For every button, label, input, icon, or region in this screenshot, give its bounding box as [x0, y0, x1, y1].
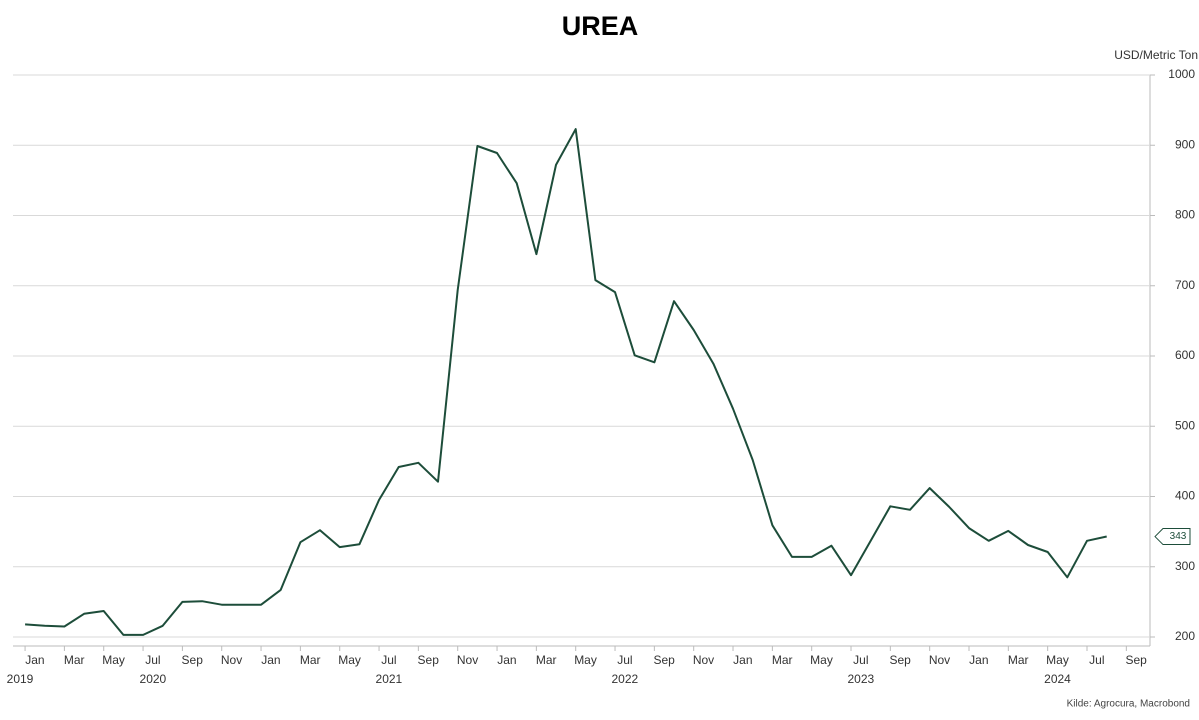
x-tick-label: Jul — [853, 653, 868, 667]
y-tick-label: 800 — [1175, 208, 1195, 222]
y-axis-label: USD/Metric Ton — [1114, 48, 1198, 62]
y-tick-label: 500 — [1175, 418, 1195, 432]
y-tick-label: 900 — [1175, 137, 1195, 151]
x-tick-label: Sep — [182, 653, 204, 667]
y-tick-label: 1000 — [1168, 67, 1195, 81]
x-tick-label: Sep — [890, 653, 912, 667]
x-tick-label: Sep — [1125, 653, 1147, 667]
x-tick-label: May — [810, 653, 833, 667]
x-tick-label: Jul — [145, 653, 160, 667]
x-tick-label: Nov — [457, 653, 478, 667]
year-label: 2023 — [847, 672, 874, 686]
x-tick-label: May — [574, 653, 597, 667]
x-tick-label: Mar — [300, 653, 321, 667]
year-label: 2021 — [376, 672, 403, 686]
x-tick-label: Sep — [418, 653, 440, 667]
x-tick-label: Jan — [733, 653, 752, 667]
year-label: 2024 — [1044, 672, 1071, 686]
y-tick-label: 700 — [1175, 278, 1195, 292]
x-tick-label: May — [338, 653, 361, 667]
y-tick-label: 600 — [1175, 348, 1195, 362]
x-tick-label: Mar — [1008, 653, 1029, 667]
year-label: 2019 — [7, 672, 34, 686]
y-tick-label: 400 — [1175, 489, 1195, 503]
x-tick-label: Jan — [969, 653, 988, 667]
x-tick-label: Nov — [221, 653, 242, 667]
last-value-label: 343 — [1170, 531, 1187, 542]
last-value-tag — [1154, 528, 1191, 546]
y-tick-label: 300 — [1175, 559, 1195, 573]
x-tick-label: Mar — [772, 653, 793, 667]
x-tick-label: Jul — [1089, 653, 1104, 667]
chart-title: UREA — [562, 11, 639, 41]
x-tick-label: Jan — [497, 653, 516, 667]
x-tick-label: Sep — [654, 653, 676, 667]
y-tick-label: 200 — [1175, 629, 1195, 643]
x-tick-label: Nov — [693, 653, 714, 667]
x-tick-label: Nov — [929, 653, 950, 667]
source: Kilde: Agrocura, Macrobond — [1067, 699, 1190, 710]
year-label: 2022 — [612, 672, 639, 686]
x-tick-label: May — [102, 653, 125, 667]
x-tick-label: Jan — [25, 653, 44, 667]
x-tick-label: Mar — [64, 653, 85, 667]
year-label: 2020 — [140, 672, 167, 686]
x-tick-label: Jan — [261, 653, 280, 667]
x-tick-label: Jul — [381, 653, 396, 667]
x-tick-label: Jul — [617, 653, 632, 667]
x-tick-label: May — [1046, 653, 1069, 667]
x-tick-label: Mar — [536, 653, 557, 667]
series-line — [25, 128, 1107, 636]
